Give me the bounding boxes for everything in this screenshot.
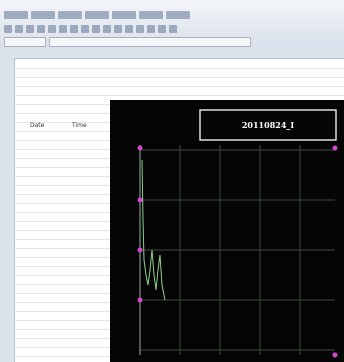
cell-row: [14, 86, 344, 87]
column-label: Time: [72, 122, 87, 129]
chart-grid: [140, 145, 335, 355]
formula-bar[interactable]: [4, 32, 340, 47]
column-label: Date: [30, 122, 45, 129]
chart-title: 20110824_I: [242, 120, 295, 130]
data-line: [141, 159, 166, 301]
row-header: [0, 58, 15, 362]
cell-row: [14, 68, 344, 69]
chart-background: [110, 100, 344, 362]
cell-row: [14, 95, 344, 96]
corner-markers: [137, 145, 338, 358]
toolbar-icons[interactable]: [4, 18, 340, 33]
title-box: [199, 109, 337, 141]
chart: 20110824_I: [110, 100, 344, 362]
column-header: [0, 48, 344, 59]
toolbar: [0, 0, 344, 49]
menu-bar: [4, 4, 340, 19]
cell-row: [14, 77, 344, 78]
